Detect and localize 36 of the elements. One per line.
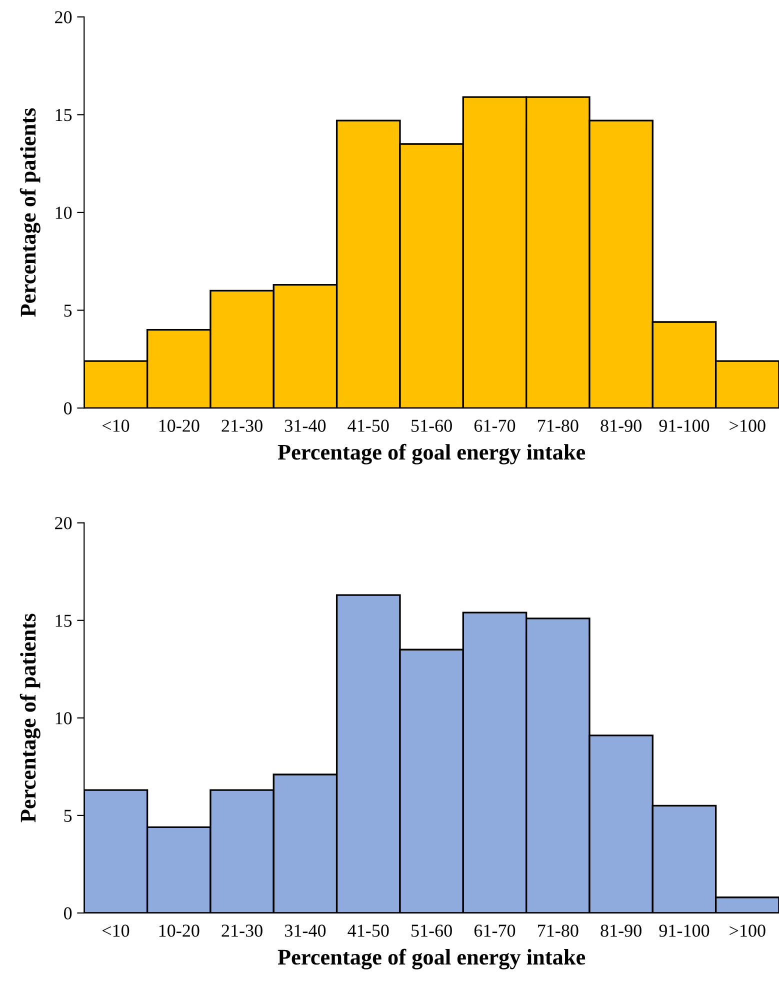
y-tick-label: 0 bbox=[64, 402, 72, 414]
y-tick-label: 5 bbox=[64, 810, 72, 822]
y-tick-label: 20 bbox=[55, 517, 72, 530]
x-tick-label: >100 bbox=[730, 420, 766, 432]
y-tick-label: 0 bbox=[64, 907, 72, 920]
x-tick-label: 21-30 bbox=[222, 420, 262, 432]
y-tick-label: 10 bbox=[56, 712, 72, 724]
x-tick-label: <10 bbox=[102, 924, 130, 937]
x-tick-label: 61-70 bbox=[474, 924, 516, 937]
x-tick-label: 91-100 bbox=[659, 420, 710, 432]
x-tick-label: 21-30 bbox=[222, 924, 262, 937]
x-tick-label: 91-100 bbox=[659, 924, 710, 937]
x-tick-label: 41-50 bbox=[348, 924, 389, 937]
x-tick-label: 31-40 bbox=[285, 420, 326, 432]
y-tick-label: 15 bbox=[56, 614, 72, 627]
y-tick-label: 5 bbox=[64, 304, 72, 317]
x-tick-label: 31-40 bbox=[285, 924, 326, 937]
x-tick-label: 10-20 bbox=[159, 420, 200, 432]
x-tick-label: 81-90 bbox=[600, 924, 642, 937]
y-tick-label: 10 bbox=[56, 206, 72, 219]
y-tick-label: 20 bbox=[55, 11, 72, 24]
y-axis-title: Percentage of patients bbox=[20, 108, 40, 317]
x-tick-label: 61-70 bbox=[474, 420, 516, 432]
x-tick-label: 51-60 bbox=[412, 924, 452, 937]
y-tick-label: 15 bbox=[56, 109, 72, 122]
x-tick-label: 81-90 bbox=[600, 420, 642, 432]
x-tick-label: <10 bbox=[102, 420, 130, 432]
x-axis-title: Percentage of goal energy intake bbox=[278, 444, 586, 464]
x-axis-title: Percentage of goal energy intake bbox=[278, 948, 586, 970]
x-tick-label: 71-80 bbox=[538, 420, 578, 432]
y-axis-title: Percentage of patients bbox=[20, 614, 40, 822]
x-tick-label: >100 bbox=[730, 924, 766, 937]
x-tick-label: 10-20 bbox=[159, 924, 200, 937]
x-tick-label: 71-80 bbox=[538, 924, 578, 937]
x-tick-label: 41-50 bbox=[348, 420, 389, 432]
x-tick-label: 51-60 bbox=[412, 420, 452, 432]
